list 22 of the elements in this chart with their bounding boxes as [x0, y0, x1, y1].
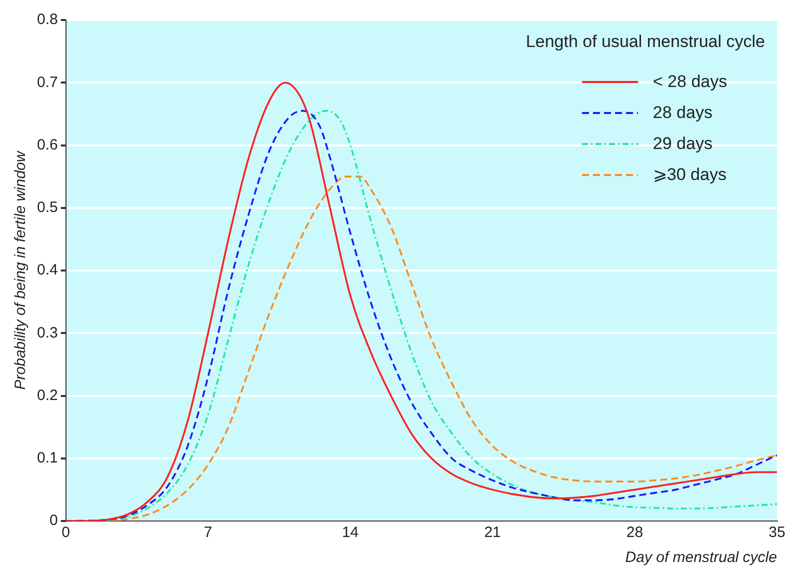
y-axis-title: Probability of being in fertile window — [12, 150, 30, 390]
y-tick-label: 0 — [50, 512, 58, 530]
x-tick-label: 14 — [342, 524, 359, 542]
y-tick-label: 0.3 — [36, 324, 58, 342]
x-tick-label: 28 — [626, 524, 644, 542]
y-tick-label: 0.4 — [36, 262, 58, 279]
y-tick-label: 0.8 — [36, 11, 58, 28]
x-tick-label: 7 — [204, 524, 212, 542]
legend-label: < 28 days — [652, 72, 728, 92]
y-tick-label: 0.1 — [36, 450, 58, 467]
x-axis-title: Day of menstrual cycle — [625, 549, 777, 566]
legend-label: 28 days — [652, 102, 712, 122]
x-tick-label: 0 — [62, 524, 70, 542]
y-tick-label: 0.6 — [36, 136, 58, 154]
legend-label: 29 days — [652, 134, 712, 154]
y-tick-label: 0.5 — [36, 199, 58, 216]
y-tick-label: 0.2 — [36, 386, 58, 404]
x-tick-label: 35 — [768, 524, 786, 542]
legend-label: ⩾30 days — [652, 164, 726, 185]
x-tick-label: 21 — [484, 524, 501, 542]
y-tick-label: 0.7 — [36, 74, 58, 91]
legend-title: Length of usual menstrual cycle — [526, 32, 765, 52]
